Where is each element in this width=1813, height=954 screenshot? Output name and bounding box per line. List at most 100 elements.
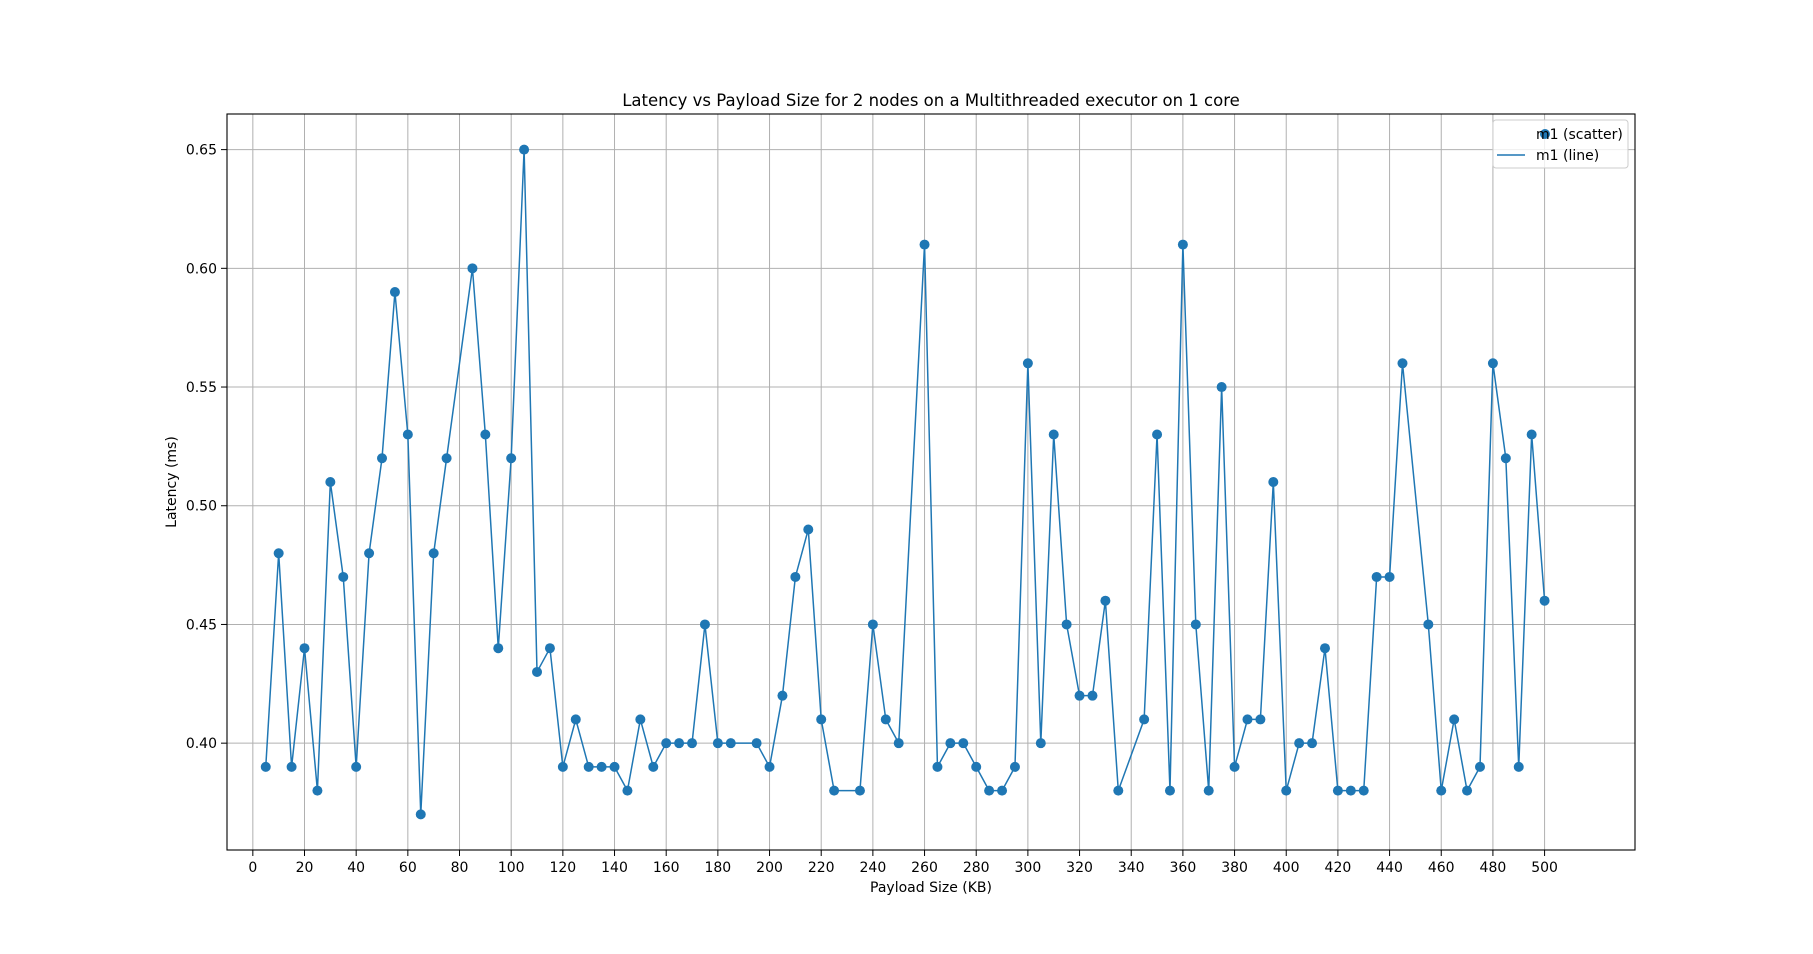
y-tick-label: 0.55 xyxy=(186,380,217,396)
x-tick-label: 180 xyxy=(704,860,731,876)
data-point xyxy=(945,738,956,749)
data-point xyxy=(1526,429,1537,440)
legend-box xyxy=(1492,119,1629,169)
x-tick-label: 460 xyxy=(1428,860,1455,876)
data-point xyxy=(1371,571,1382,582)
x-tick-label: 240 xyxy=(860,860,887,876)
data-point xyxy=(854,785,865,796)
data-point xyxy=(1087,690,1098,701)
data-point xyxy=(428,548,439,559)
data-point xyxy=(519,144,530,155)
x-tick-label: 440 xyxy=(1376,860,1403,876)
data-point xyxy=(480,429,491,440)
data-point xyxy=(1048,429,1059,440)
legend-scatter-marker xyxy=(1540,129,1550,139)
data-point xyxy=(880,714,891,725)
data-point xyxy=(609,761,620,772)
data-point xyxy=(467,263,478,274)
data-point xyxy=(389,287,400,298)
data-point xyxy=(493,643,504,654)
x-tick-label: 360 xyxy=(1170,860,1197,876)
data-point xyxy=(557,761,568,772)
data-point xyxy=(1190,619,1201,630)
data-point xyxy=(777,690,788,701)
data-point xyxy=(1423,619,1434,630)
data-point xyxy=(725,738,736,749)
data-point xyxy=(1500,453,1511,464)
x-tick-label: 400 xyxy=(1273,860,1300,876)
data-point xyxy=(351,761,362,772)
data-point xyxy=(1139,714,1150,725)
data-point xyxy=(751,738,762,749)
y-tick-label: 0.50 xyxy=(186,499,217,515)
data-point xyxy=(260,761,271,772)
data-point xyxy=(596,761,607,772)
x-axis-label: Payload Size (KB) xyxy=(870,880,992,896)
x-tick-label: 380 xyxy=(1221,860,1248,876)
x-axis-ticks: 0 20 40 60 80 100 120 140 160 180 200 220 240 260 280 3… xyxy=(248,850,1558,876)
data-point xyxy=(1035,738,1046,749)
x-tick-label: 20 xyxy=(296,860,314,876)
data-point xyxy=(958,738,969,749)
y-axis-label: Latency (ms) xyxy=(164,436,180,528)
x-tick-label: 80 xyxy=(451,860,469,876)
data-point xyxy=(377,453,388,464)
data-point xyxy=(1152,429,1163,440)
data-point xyxy=(790,571,801,582)
y-tick-label: 0.65 xyxy=(186,143,217,159)
data-point xyxy=(984,785,995,796)
series-line-layer xyxy=(265,148,1546,816)
data-point xyxy=(1474,761,1485,772)
data-point xyxy=(867,619,878,630)
plot-frame xyxy=(226,113,1636,851)
x-tick-label: 100 xyxy=(498,860,525,876)
data-point xyxy=(441,453,452,464)
chart-title: Latency vs Payload Size for 2 nodes on a… xyxy=(622,91,1240,110)
data-point xyxy=(544,643,555,654)
data-point xyxy=(1164,785,1175,796)
data-point xyxy=(1345,785,1356,796)
data-point xyxy=(997,785,1008,796)
x-tick-label: 120 xyxy=(549,860,576,876)
data-point xyxy=(622,785,633,796)
data-point xyxy=(1074,690,1085,701)
data-point xyxy=(932,761,943,772)
data-point xyxy=(1358,785,1369,796)
data-point xyxy=(1216,382,1227,393)
data-point xyxy=(1319,643,1330,654)
data-point xyxy=(364,548,375,559)
x-tick-label: 300 xyxy=(1015,860,1042,876)
x-tick-label: 200 xyxy=(756,860,783,876)
data-point xyxy=(1397,358,1408,369)
data-point xyxy=(1009,761,1020,772)
data-point xyxy=(1539,595,1550,606)
x-tick-label: 260 xyxy=(911,860,938,876)
data-point xyxy=(286,761,297,772)
data-point xyxy=(1022,358,1033,369)
data-point xyxy=(1384,571,1395,582)
x-tick-label: 280 xyxy=(963,860,990,876)
data-point xyxy=(893,738,904,749)
grid xyxy=(227,114,1635,850)
data-point xyxy=(712,738,723,749)
data-point xyxy=(803,524,814,535)
data-point xyxy=(661,738,672,749)
x-tick-label: 420 xyxy=(1325,860,1352,876)
data-point xyxy=(1462,785,1473,796)
data-point xyxy=(1513,761,1524,772)
series-points-layer xyxy=(260,144,1550,820)
x-tick-label: 500 xyxy=(1531,860,1558,876)
x-tick-label: 160 xyxy=(653,860,680,876)
data-point xyxy=(506,453,517,464)
data-point xyxy=(971,761,982,772)
x-tick-label: 60 xyxy=(399,860,417,876)
data-point xyxy=(1281,785,1292,796)
data-point xyxy=(687,738,698,749)
y-tick-label: 0.40 xyxy=(186,736,217,752)
x-tick-label: 0 xyxy=(248,860,257,876)
x-tick-label: 140 xyxy=(601,860,628,876)
data-point xyxy=(402,429,413,440)
legend: m1 (scatter) m1 (line) xyxy=(1492,119,1629,169)
series-line-m1 xyxy=(265,148,1546,816)
